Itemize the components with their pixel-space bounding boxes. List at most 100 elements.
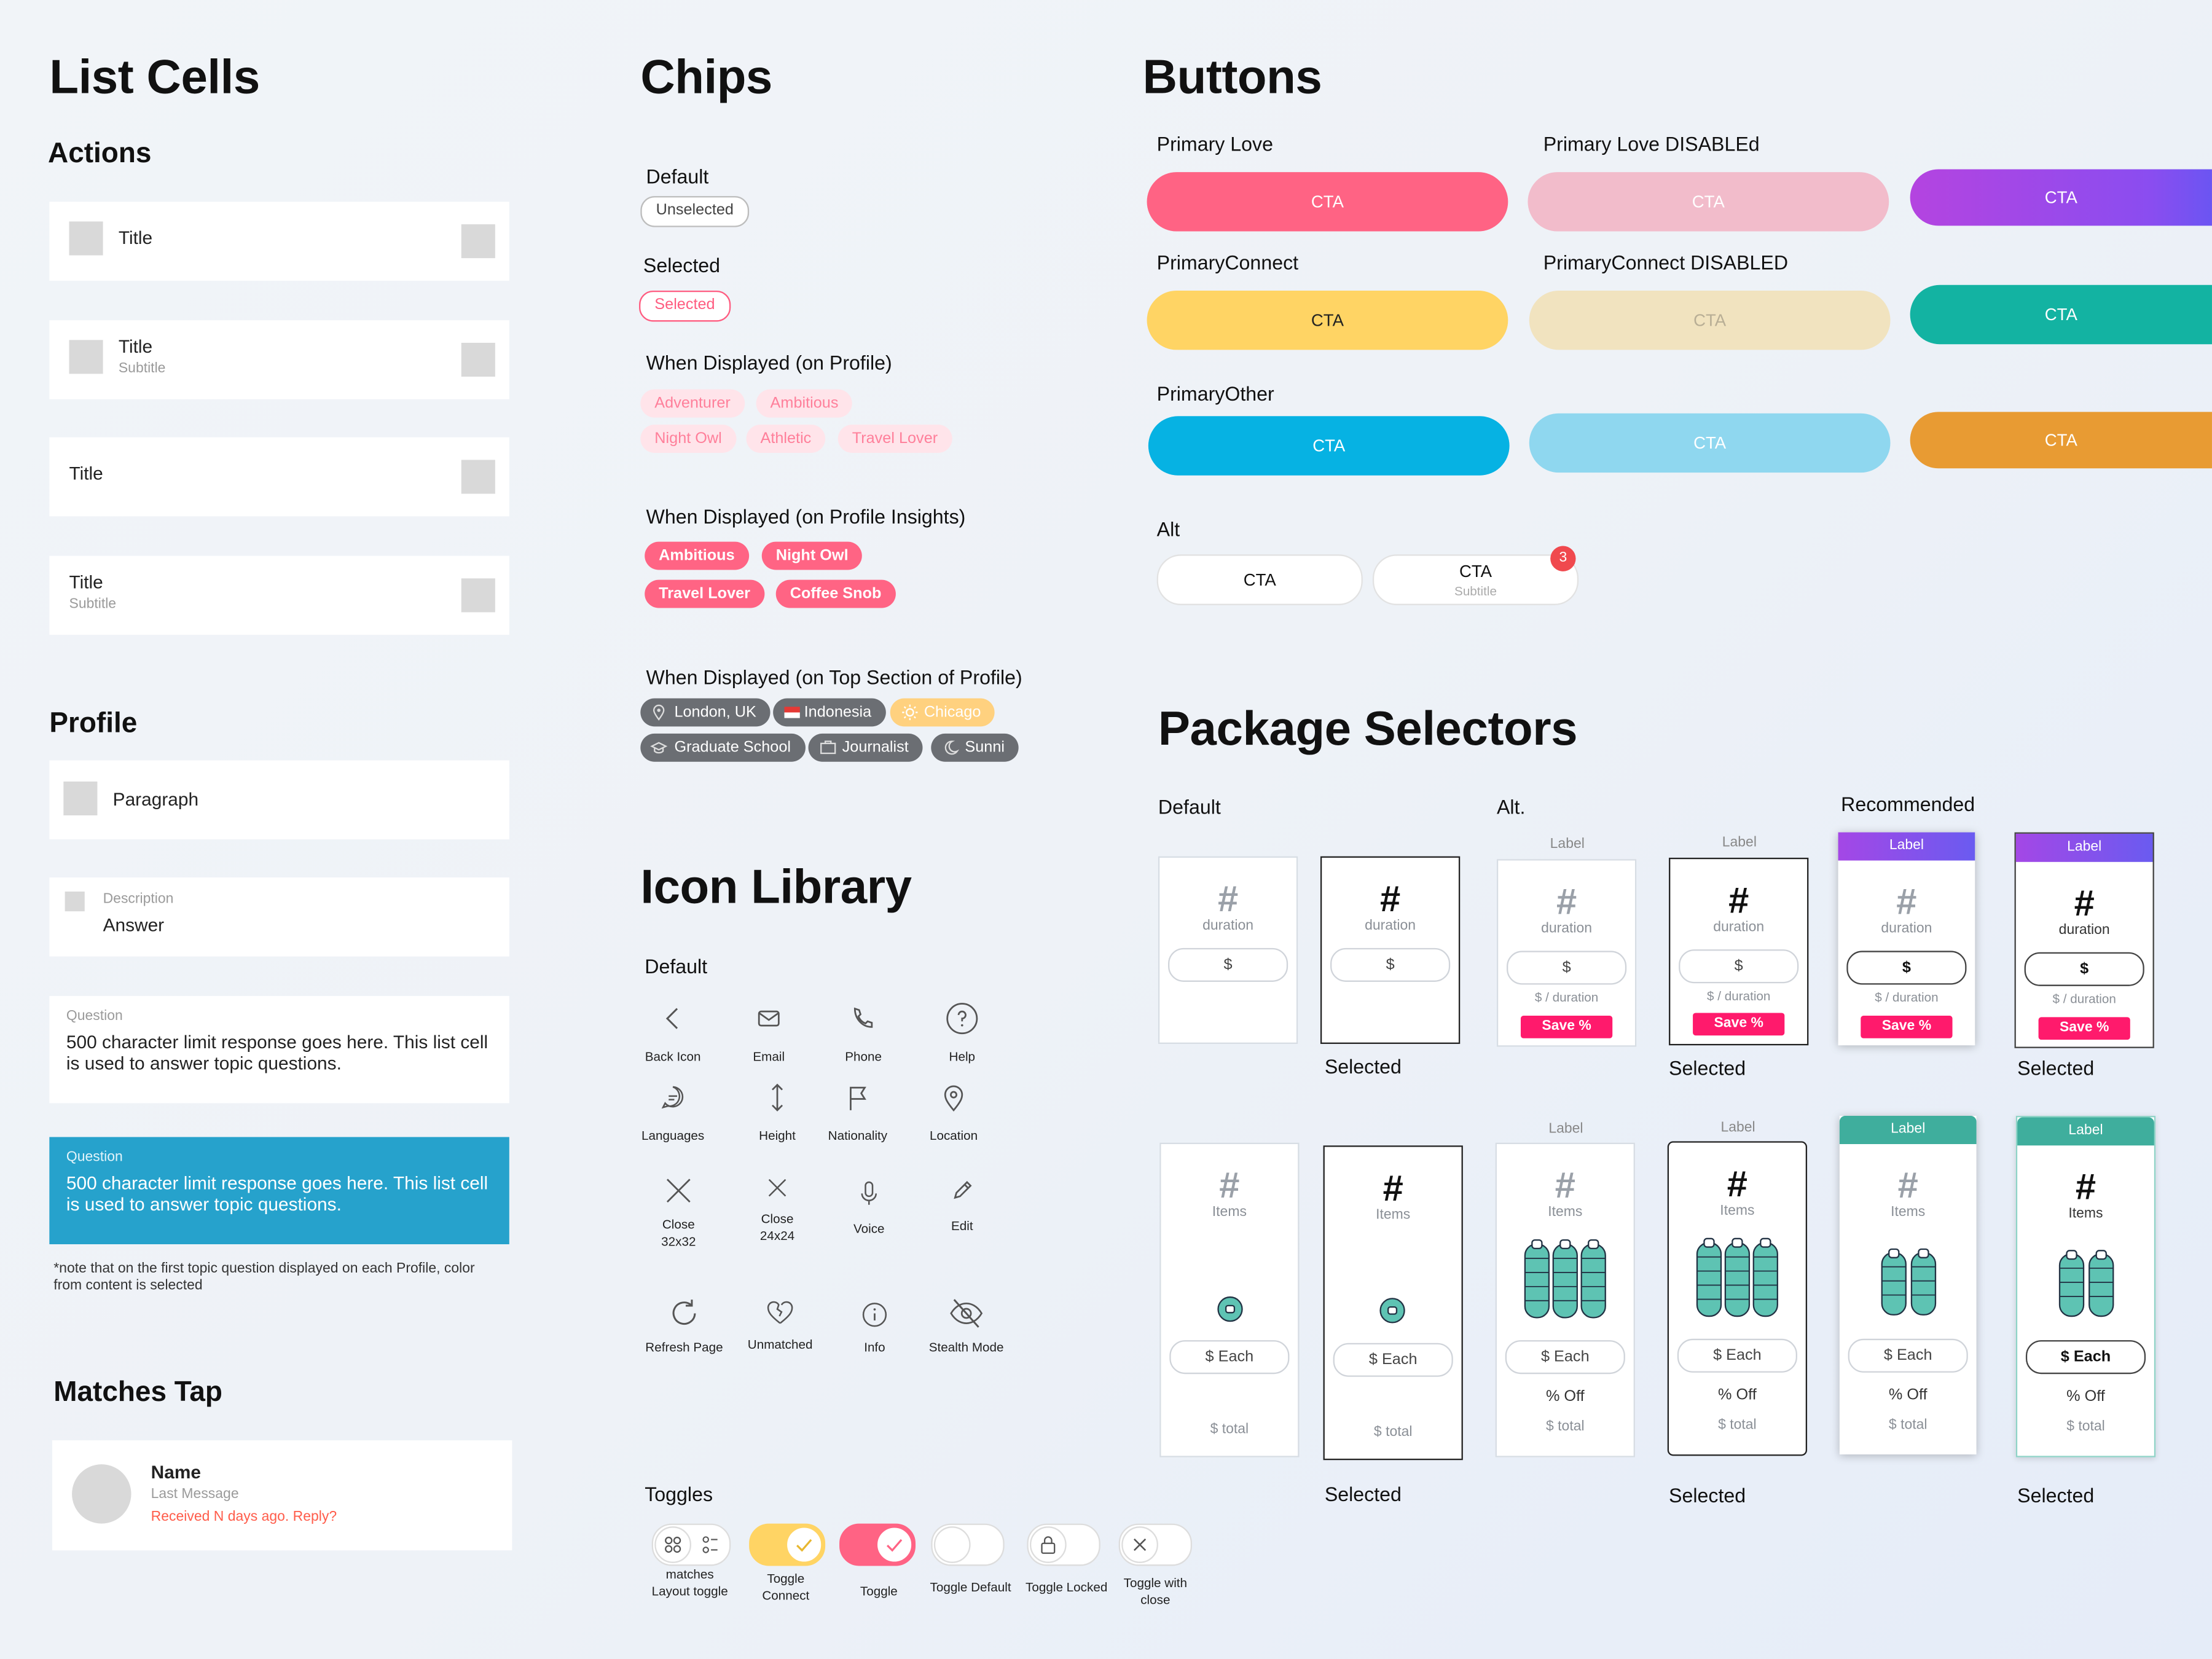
primary-other-disabled-button[interactable]: CTA — [1529, 413, 1891, 473]
action-cell-4[interactable]: Title Subtitle — [49, 555, 509, 635]
orange-button[interactable]: CTA — [1910, 412, 2212, 469]
chip-unselected[interactable]: Unselected — [640, 196, 750, 227]
gradient-button[interactable]: CTA — [1910, 169, 2212, 226]
package-items: Items — [1548, 1204, 1583, 1220]
list-layout-icon — [702, 1536, 718, 1553]
chip-insight[interactable]: Travel Lover — [645, 579, 764, 608]
items-package-alt-selected[interactable]: # Items $ Each % Off $ total — [1667, 1141, 1808, 1456]
package-recommended-selected[interactable]: Label # duration $ $ / duration Save % — [2014, 832, 2154, 1048]
coin-icon — [1379, 1298, 1405, 1324]
email-icon-cell[interactable]: Email — [723, 1002, 816, 1064]
icon-label: Edit — [951, 1218, 973, 1233]
voice-icon-cell[interactable]: Voice — [823, 1177, 916, 1236]
items-package-default[interactable]: # Items $ Each $ total — [1159, 1142, 1300, 1457]
primary-other-label: PrimaryOther — [1156, 382, 1274, 405]
description-cell[interactable]: Description Answer — [49, 877, 509, 957]
teal-button[interactable]: CTA — [1910, 284, 2212, 345]
chip-religion[interactable]: Sunni — [931, 733, 1019, 762]
primary-other-button[interactable]: CTA — [1148, 416, 1510, 476]
chip-profile[interactable]: Travel Lover — [837, 425, 952, 453]
toggle-love[interactable] — [839, 1523, 916, 1566]
items-package-recommended[interactable]: Label # Items $ Each % Off $ total — [1839, 1116, 1977, 1455]
package-default[interactable]: # duration $ — [1158, 856, 1298, 1044]
primary-love-button[interactable]: CTA — [1147, 172, 1508, 232]
chip-location[interactable]: London, UK — [640, 698, 771, 727]
question-cell-highlighted[interactable]: Question 500 character limit response go… — [49, 1137, 509, 1244]
chip-insight[interactable]: Coffee Snob — [775, 579, 896, 608]
info-icon-cell[interactable]: Info — [828, 1298, 922, 1354]
items-package-default-selected[interactable]: # Items $ Each $ total — [1323, 1145, 1463, 1461]
refresh-icon-cell[interactable]: Refresh Page — [638, 1295, 731, 1354]
price-pill: $ — [1846, 951, 1967, 985]
description-answer: Answer — [103, 914, 165, 936]
primary-connect-button[interactable]: CTA — [1147, 290, 1508, 350]
height-icon-cell[interactable]: Height — [731, 1081, 824, 1143]
edit-icon-cell[interactable]: Edit — [916, 1174, 1009, 1233]
chip-job[interactable]: Journalist — [808, 733, 923, 762]
stealth-mode-icon-cell[interactable]: Stealth Mode — [920, 1295, 1013, 1354]
phone-icon — [853, 1007, 873, 1028]
package-total: $ total — [1210, 1422, 1249, 1438]
chip-profile[interactable]: Adventurer — [640, 389, 745, 418]
package-items: Items — [1891, 1204, 1926, 1220]
matches-heading: Matches Tap — [53, 1376, 222, 1408]
trailing-placeholder-icon[interactable] — [461, 342, 495, 377]
chip-selected[interactable]: Selected — [639, 290, 731, 322]
match-last-message: Last Message — [151, 1486, 239, 1503]
question-cell[interactable]: Question 500 character limit response go… — [49, 995, 509, 1104]
action-cell-3[interactable]: Title — [49, 437, 509, 517]
alt-button[interactable]: CTA — [1156, 554, 1363, 605]
action-cell-2[interactable]: Title Subtitle — [49, 320, 509, 399]
action-cell-1[interactable]: Title — [49, 202, 509, 281]
paragraph-text: Paragraph — [112, 788, 199, 810]
location-icon-cell[interactable]: Location — [907, 1081, 1000, 1143]
chip-insight[interactable]: Ambitious — [645, 541, 749, 570]
chip-insight[interactable]: Night Owl — [761, 541, 863, 570]
coin-stacks-icon — [2058, 1250, 2114, 1317]
package-recommended[interactable]: Label # duration $ $ / duration Save % — [1838, 832, 1975, 1046]
chip-text: Chicago — [924, 704, 981, 721]
icon-label: Close — [662, 1217, 695, 1232]
question-text: 500 character limit response goes here. … — [66, 1172, 488, 1215]
match-cell[interactable]: Name Last Message Received N days ago. R… — [52, 1440, 512, 1551]
nationality-icon-cell[interactable]: Nationality — [811, 1081, 904, 1143]
chip-nationality[interactable]: Indonesia — [773, 698, 886, 727]
save-badge: Save % — [1520, 1016, 1613, 1038]
icon-label: Height — [759, 1128, 796, 1143]
items-package-recommended-selected[interactable]: Label # Items $ Each % Off $ total — [2015, 1116, 2156, 1457]
toggle-default[interactable] — [931, 1523, 1005, 1566]
note-text: *note that on the first topic question d… — [53, 1261, 475, 1294]
close-32-icon-cell[interactable]: Close 32x32 — [632, 1174, 726, 1250]
coin-icon — [1217, 1296, 1243, 1322]
cell-title: Title — [69, 571, 103, 593]
unmatched-icon-cell[interactable]: Unmatched — [734, 1295, 827, 1351]
package-alt-selected[interactable]: # duration $ $ / duration Save % — [1669, 857, 1809, 1046]
trailing-placeholder-icon[interactable] — [461, 224, 495, 259]
paragraph-cell[interactable]: Paragraph — [49, 760, 509, 840]
toggle-locked[interactable] — [1027, 1523, 1100, 1566]
package-default-selected[interactable]: # duration $ — [1320, 856, 1461, 1044]
languages-icon-cell[interactable]: Languages — [626, 1081, 720, 1143]
help-icon-cell[interactable]: Help — [916, 1002, 1009, 1064]
primary-love-disabled-button[interactable]: CTA — [1528, 172, 1889, 232]
items-package-alt[interactable]: # Items $ Each % Off $ total — [1495, 1142, 1635, 1457]
chip-profile[interactable]: Night Owl — [640, 425, 736, 453]
close-24-icon-cell[interactable]: Close 24x24 — [731, 1174, 824, 1244]
chip-city[interactable]: Chicago — [890, 698, 995, 727]
alt-button-with-subtitle[interactable]: CTA Subtitle — [1372, 554, 1579, 605]
chip-profile[interactable]: Ambitious — [756, 389, 853, 418]
phone-icon-cell[interactable]: Phone — [817, 1002, 910, 1064]
chip-profile[interactable]: Athletic — [746, 425, 826, 453]
match-status[interactable]: Received N days ago. Reply? — [151, 1509, 337, 1525]
primary-connect-disabled-button[interactable]: CTA — [1529, 290, 1891, 350]
package-alt[interactable]: # duration $ $ / duration Save % — [1496, 859, 1637, 1047]
toggle-connect[interactable] — [749, 1523, 826, 1566]
trailing-placeholder-icon[interactable] — [461, 578, 495, 613]
lock-icon — [1041, 1536, 1056, 1554]
trailing-placeholder-icon[interactable] — [461, 460, 495, 494]
toggle-with-close[interactable] — [1118, 1523, 1193, 1566]
matches-layout-toggle[interactable] — [651, 1523, 731, 1566]
back-icon-cell[interactable]: Back Icon — [626, 1002, 720, 1064]
toggle-knob — [933, 1526, 971, 1563]
chip-education[interactable]: Graduate School — [640, 733, 805, 762]
